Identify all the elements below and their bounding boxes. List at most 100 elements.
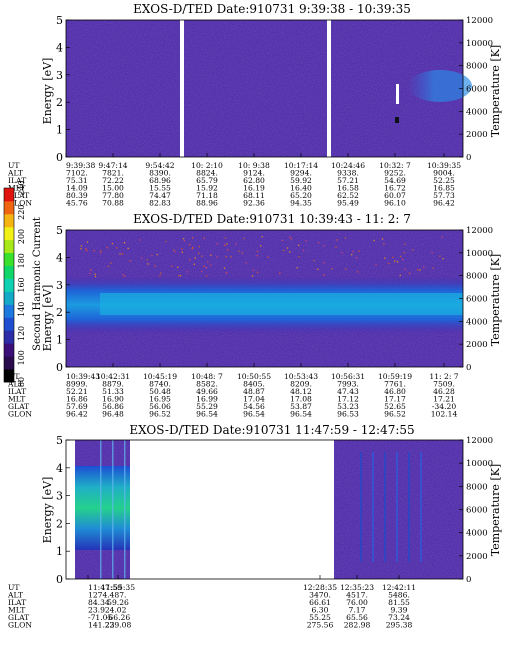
speckle bbox=[127, 247, 129, 250]
speckle bbox=[191, 237, 194, 239]
speckle bbox=[313, 259, 315, 262]
panel-2-orbit-cell: 10:39:43 bbox=[66, 372, 100, 381]
speckle bbox=[419, 269, 421, 271]
panel-2-y2tick-label: 6000 bbox=[466, 295, 488, 305]
speckle bbox=[205, 275, 208, 277]
panel-2-orbit-cell: 16.95 bbox=[149, 395, 171, 404]
panel-1-orbit-cell: 57.21 bbox=[337, 176, 359, 185]
panel-3-orbit-cell: 295.38 bbox=[386, 621, 413, 630]
panel-1-orbit-cell: 9338. bbox=[337, 169, 359, 178]
panel-2-orbit-cell: 96.54 bbox=[290, 410, 312, 419]
panel-1-gap-1 bbox=[180, 20, 184, 157]
panel-3-orbit-cell: 6.30 bbox=[312, 606, 329, 615]
panel-2-orbit-cell: 8999. bbox=[66, 380, 88, 389]
speckle bbox=[432, 267, 434, 269]
panel-2-ylabel: Energy [eV] bbox=[41, 285, 54, 352]
speckle bbox=[298, 256, 300, 258]
speckle bbox=[210, 254, 212, 256]
colorbar-cell bbox=[4, 291, 14, 305]
panel-2-orbit-cell: 96.54 bbox=[196, 410, 218, 419]
panel-2-orbit-cell: 10:59:19 bbox=[378, 372, 412, 381]
panel-1-orbit-cell: 88.96 bbox=[196, 199, 218, 208]
panel-2-orbit-cell: 96.48 bbox=[102, 410, 124, 419]
panel-3-orbit-cell: 229.08 bbox=[105, 621, 132, 630]
speckle bbox=[80, 245, 83, 247]
panel-3-orbit-cell: 81.55 bbox=[388, 598, 410, 607]
panel-2-orbit-cell: 17.12 bbox=[337, 395, 359, 404]
panel-3-orbit-cell: 12:28:35 bbox=[303, 583, 337, 592]
panel-1-y2tick-label: 4000 bbox=[466, 107, 488, 117]
panel-1-orbit-cell: 16.58 bbox=[337, 184, 359, 193]
speckle bbox=[115, 247, 118, 249]
colorbar-cell bbox=[4, 317, 14, 331]
panel-1-orbit-cell: 74.47 bbox=[149, 191, 171, 200]
speckle bbox=[165, 240, 167, 243]
speckle bbox=[404, 243, 406, 245]
speckle bbox=[241, 252, 244, 254]
colorbar-cell bbox=[4, 278, 14, 292]
panel-3-ytick-label: 0 bbox=[56, 573, 63, 586]
colorbar-cell bbox=[4, 265, 14, 279]
speckle bbox=[110, 262, 112, 264]
speckle bbox=[223, 267, 226, 269]
panel-3-orbit-cell: 4517. bbox=[346, 591, 368, 600]
panel-3-orbit-cell: 12:35:23 bbox=[340, 583, 374, 592]
speckle bbox=[173, 249, 175, 251]
panel-2-ytick-label: 1 bbox=[56, 334, 63, 347]
speckle bbox=[345, 268, 347, 270]
panel-2-orbit-row-label: GLON bbox=[8, 410, 32, 419]
panel-2-orbit-cell: 8405. bbox=[243, 380, 265, 389]
panel-3-y2tick-label: 10000 bbox=[466, 459, 493, 469]
panel-3-orbit-cell: 76.00 bbox=[346, 598, 368, 607]
speckle bbox=[210, 264, 212, 266]
speckle bbox=[141, 257, 143, 259]
speckle bbox=[396, 261, 399, 263]
speckle bbox=[106, 247, 108, 249]
speckle bbox=[412, 249, 414, 251]
colorbar-cell bbox=[4, 200, 14, 215]
colorbar-cell bbox=[4, 188, 14, 202]
speckle bbox=[198, 245, 200, 248]
panel-3-ytick-label: 2 bbox=[56, 517, 63, 530]
speckle bbox=[107, 265, 110, 268]
speckle bbox=[373, 239, 375, 242]
panel-1-orbit-cell: 10:24:46 bbox=[331, 161, 365, 170]
speckle bbox=[86, 249, 88, 252]
speckle bbox=[305, 240, 307, 242]
speckle bbox=[399, 255, 402, 258]
panel-2-orbit-cell: 10:56:31 bbox=[331, 372, 365, 381]
speckle bbox=[439, 255, 441, 257]
panel-1-orbit-cell: 71.18 bbox=[196, 191, 218, 200]
speckle bbox=[256, 250, 259, 253]
panel-3-orbit-cell: 3470. bbox=[309, 591, 331, 600]
panel-2-orbit-row-label: GLAT bbox=[8, 402, 29, 411]
panel-2-orbit-cell: 48.12 bbox=[290, 387, 312, 396]
panel-3-orbit-cell: 23.92 bbox=[88, 606, 110, 615]
panel-3-y2tick-label: 4000 bbox=[466, 529, 488, 539]
speckle bbox=[156, 253, 158, 256]
speckle bbox=[251, 275, 254, 277]
speckle bbox=[404, 268, 406, 270]
panel-3-y2tick-label: 0 bbox=[466, 575, 471, 585]
speckle bbox=[216, 256, 218, 258]
speckle bbox=[356, 256, 358, 259]
panel-1-orbit-cell: 54.69 bbox=[384, 176, 406, 185]
panel-2-orbit-cell: 53.87 bbox=[290, 402, 312, 411]
panel-3-y2tick-label: 8000 bbox=[466, 482, 488, 492]
speckle bbox=[341, 252, 343, 254]
speckle bbox=[394, 260, 396, 262]
speckle bbox=[230, 256, 232, 258]
speckle bbox=[283, 249, 285, 252]
panel-2-title: EXOS-D/TED Date:910731 10:39:43 - 11: 2:… bbox=[133, 212, 411, 226]
panel-3-y2label: Temperature [K] bbox=[489, 464, 502, 556]
colorbar-cell bbox=[4, 213, 14, 228]
speckle bbox=[267, 256, 269, 258]
colorbar-cell bbox=[4, 330, 14, 344]
speckle bbox=[207, 261, 209, 263]
panel-1-orbit-cell: 9252. bbox=[384, 169, 406, 178]
streak bbox=[396, 452, 398, 562]
panel-2-orbit-cell: 52.21 bbox=[66, 387, 88, 396]
speckle bbox=[261, 236, 263, 238]
panel-1-orbit-cell: 9:47:14 bbox=[98, 161, 127, 170]
panel-1-orbit-cell: 15.55 bbox=[149, 184, 171, 193]
